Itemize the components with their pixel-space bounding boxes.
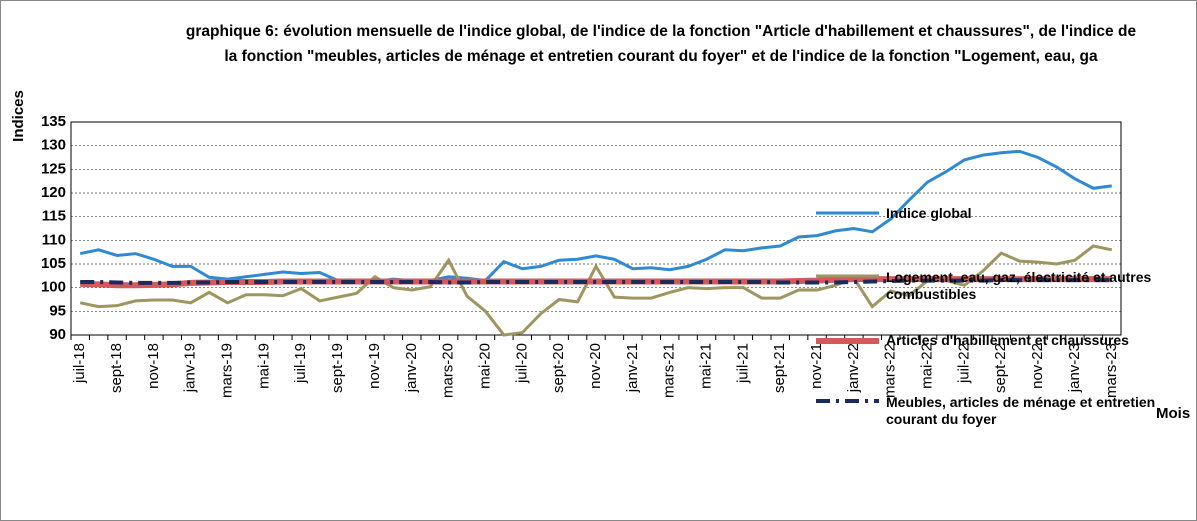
- x-tick-label: mars-21: [661, 343, 678, 398]
- chart-title: graphique 6: évolution mensuelle de l'in…: [185, 23, 1137, 65]
- plot-frame: [70, 121, 1122, 336]
- x-tick-label: sept-22: [992, 343, 1009, 393]
- series-line: [80, 278, 1112, 285]
- x-tick-label: mai-20: [476, 343, 493, 389]
- x-tick-label: juil-22: [955, 343, 972, 384]
- legend-label: Meubles, articles de ménage et entretien…: [886, 394, 1156, 427]
- y-tick-label: 100: [41, 279, 66, 296]
- y-tick-label: 135: [41, 113, 66, 130]
- x-tick-label: janv-19: [182, 343, 199, 393]
- y-tick-label: 110: [42, 231, 66, 248]
- x-tick-label: janv-23: [1066, 343, 1083, 393]
- x-tick-label: sept-18: [108, 343, 125, 393]
- x-tick-label: nov-21: [808, 343, 825, 389]
- y-tick-label: 105: [41, 255, 66, 272]
- x-tick-label: janv-22: [845, 343, 862, 393]
- x-tick-label: mars-23: [1103, 343, 1120, 398]
- x-tick-label: mai-22: [919, 343, 936, 389]
- x-tick-label: juil-18: [71, 343, 88, 384]
- y-tick-label: 95: [49, 302, 66, 319]
- y-tick-label: 125: [41, 160, 66, 177]
- y-tick-label: 120: [41, 184, 66, 201]
- x-tick-label: nov-19: [366, 343, 383, 389]
- x-tick-label: nov-22: [1029, 343, 1046, 389]
- y-tick-label: 130: [41, 137, 66, 154]
- x-tick-label: mai-19: [255, 343, 272, 389]
- x-tick-label: mars-19: [219, 343, 236, 398]
- x-tick-label: sept-20: [550, 343, 567, 393]
- y-tick-label: 115: [42, 208, 66, 225]
- x-tick-label: nov-20: [587, 343, 604, 389]
- y-tick-label: 90: [49, 326, 66, 343]
- x-tick-label: mars-20: [440, 343, 457, 398]
- y-axis-label: Indices: [10, 90, 27, 142]
- legend-label: Indice global: [886, 205, 972, 221]
- x-tick-label: mars-22: [882, 343, 899, 398]
- legend-label: Logement, eau, gaz, électricité et autre…: [886, 269, 1152, 302]
- x-tick-label: sept-21: [771, 343, 788, 393]
- x-tick-label: juil-21: [734, 343, 751, 384]
- x-tick-label: juil-19: [292, 343, 309, 384]
- legend-label: Articles d'habillement et chaussures: [886, 332, 1129, 348]
- x-tick-label: juil-20: [513, 343, 530, 384]
- x-tick-label: janv-21: [624, 343, 641, 393]
- series-line: [79, 149, 1112, 284]
- x-tick-label: mai-21: [697, 343, 714, 389]
- x-axis-label: Mois: [1156, 405, 1190, 422]
- x-tick-label: nov-18: [145, 343, 162, 389]
- x-tick-label: janv-20: [403, 343, 420, 393]
- x-tick-label: sept-19: [329, 343, 346, 393]
